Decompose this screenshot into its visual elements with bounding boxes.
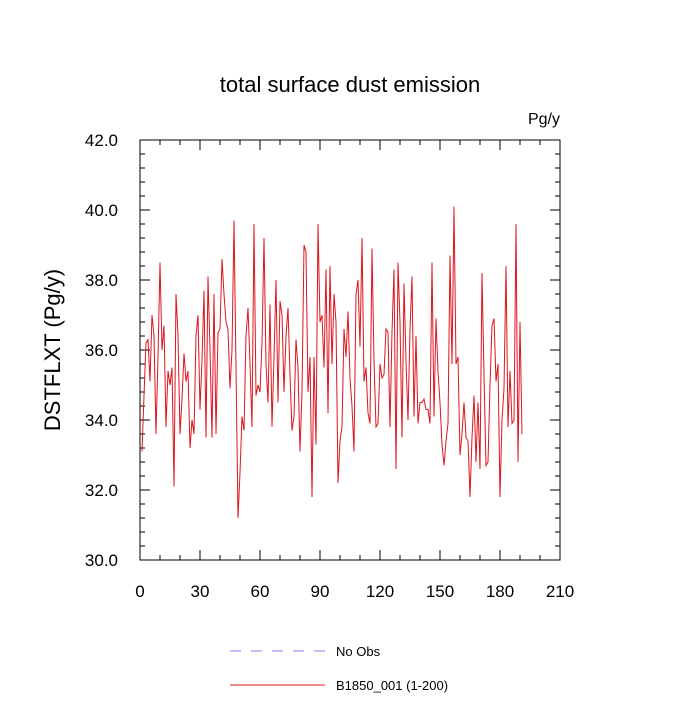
units-label: Pg/y — [528, 111, 560, 128]
y-tick-label: 36.0 — [85, 341, 118, 360]
legend-label: No Obs — [336, 644, 381, 659]
chart-title: total surface dust emission — [220, 72, 480, 97]
legend: No Obs B1850_001 (1-200) — [230, 644, 448, 693]
x-tick-label: 30 — [191, 582, 210, 601]
axis-ticks: 0 30 60 90 120 150 180 210 30.0 32.0 34.0 36.0 38.0 4… — [85, 131, 574, 601]
x-tick-label: 180 — [486, 582, 514, 601]
series-line — [141, 206, 523, 519]
series-layer — [141, 206, 523, 519]
x-tick-label: 120 — [366, 582, 394, 601]
x-tick-label: 60 — [251, 582, 270, 601]
y-tick-label: 40.0 — [85, 201, 118, 220]
legend-label: B1850_001 (1-200) — [336, 678, 448, 693]
x-tick-label: 90 — [311, 582, 330, 601]
plot-frame — [139, 139, 561, 561]
y-tick-label: 34.0 — [85, 411, 118, 430]
y-tick-label: 30.0 — [85, 551, 118, 570]
x-tick-label: 210 — [546, 582, 574, 601]
x-tick-label: 150 — [426, 582, 454, 601]
x-tick-label: 0 — [135, 582, 144, 601]
y-axis-label: DSTFLXT (Pg/y) — [40, 269, 65, 431]
y-tick-label: 38.0 — [85, 271, 118, 290]
y-tick-label: 42.0 — [85, 131, 118, 150]
y-tick-label: 32.0 — [85, 481, 118, 500]
